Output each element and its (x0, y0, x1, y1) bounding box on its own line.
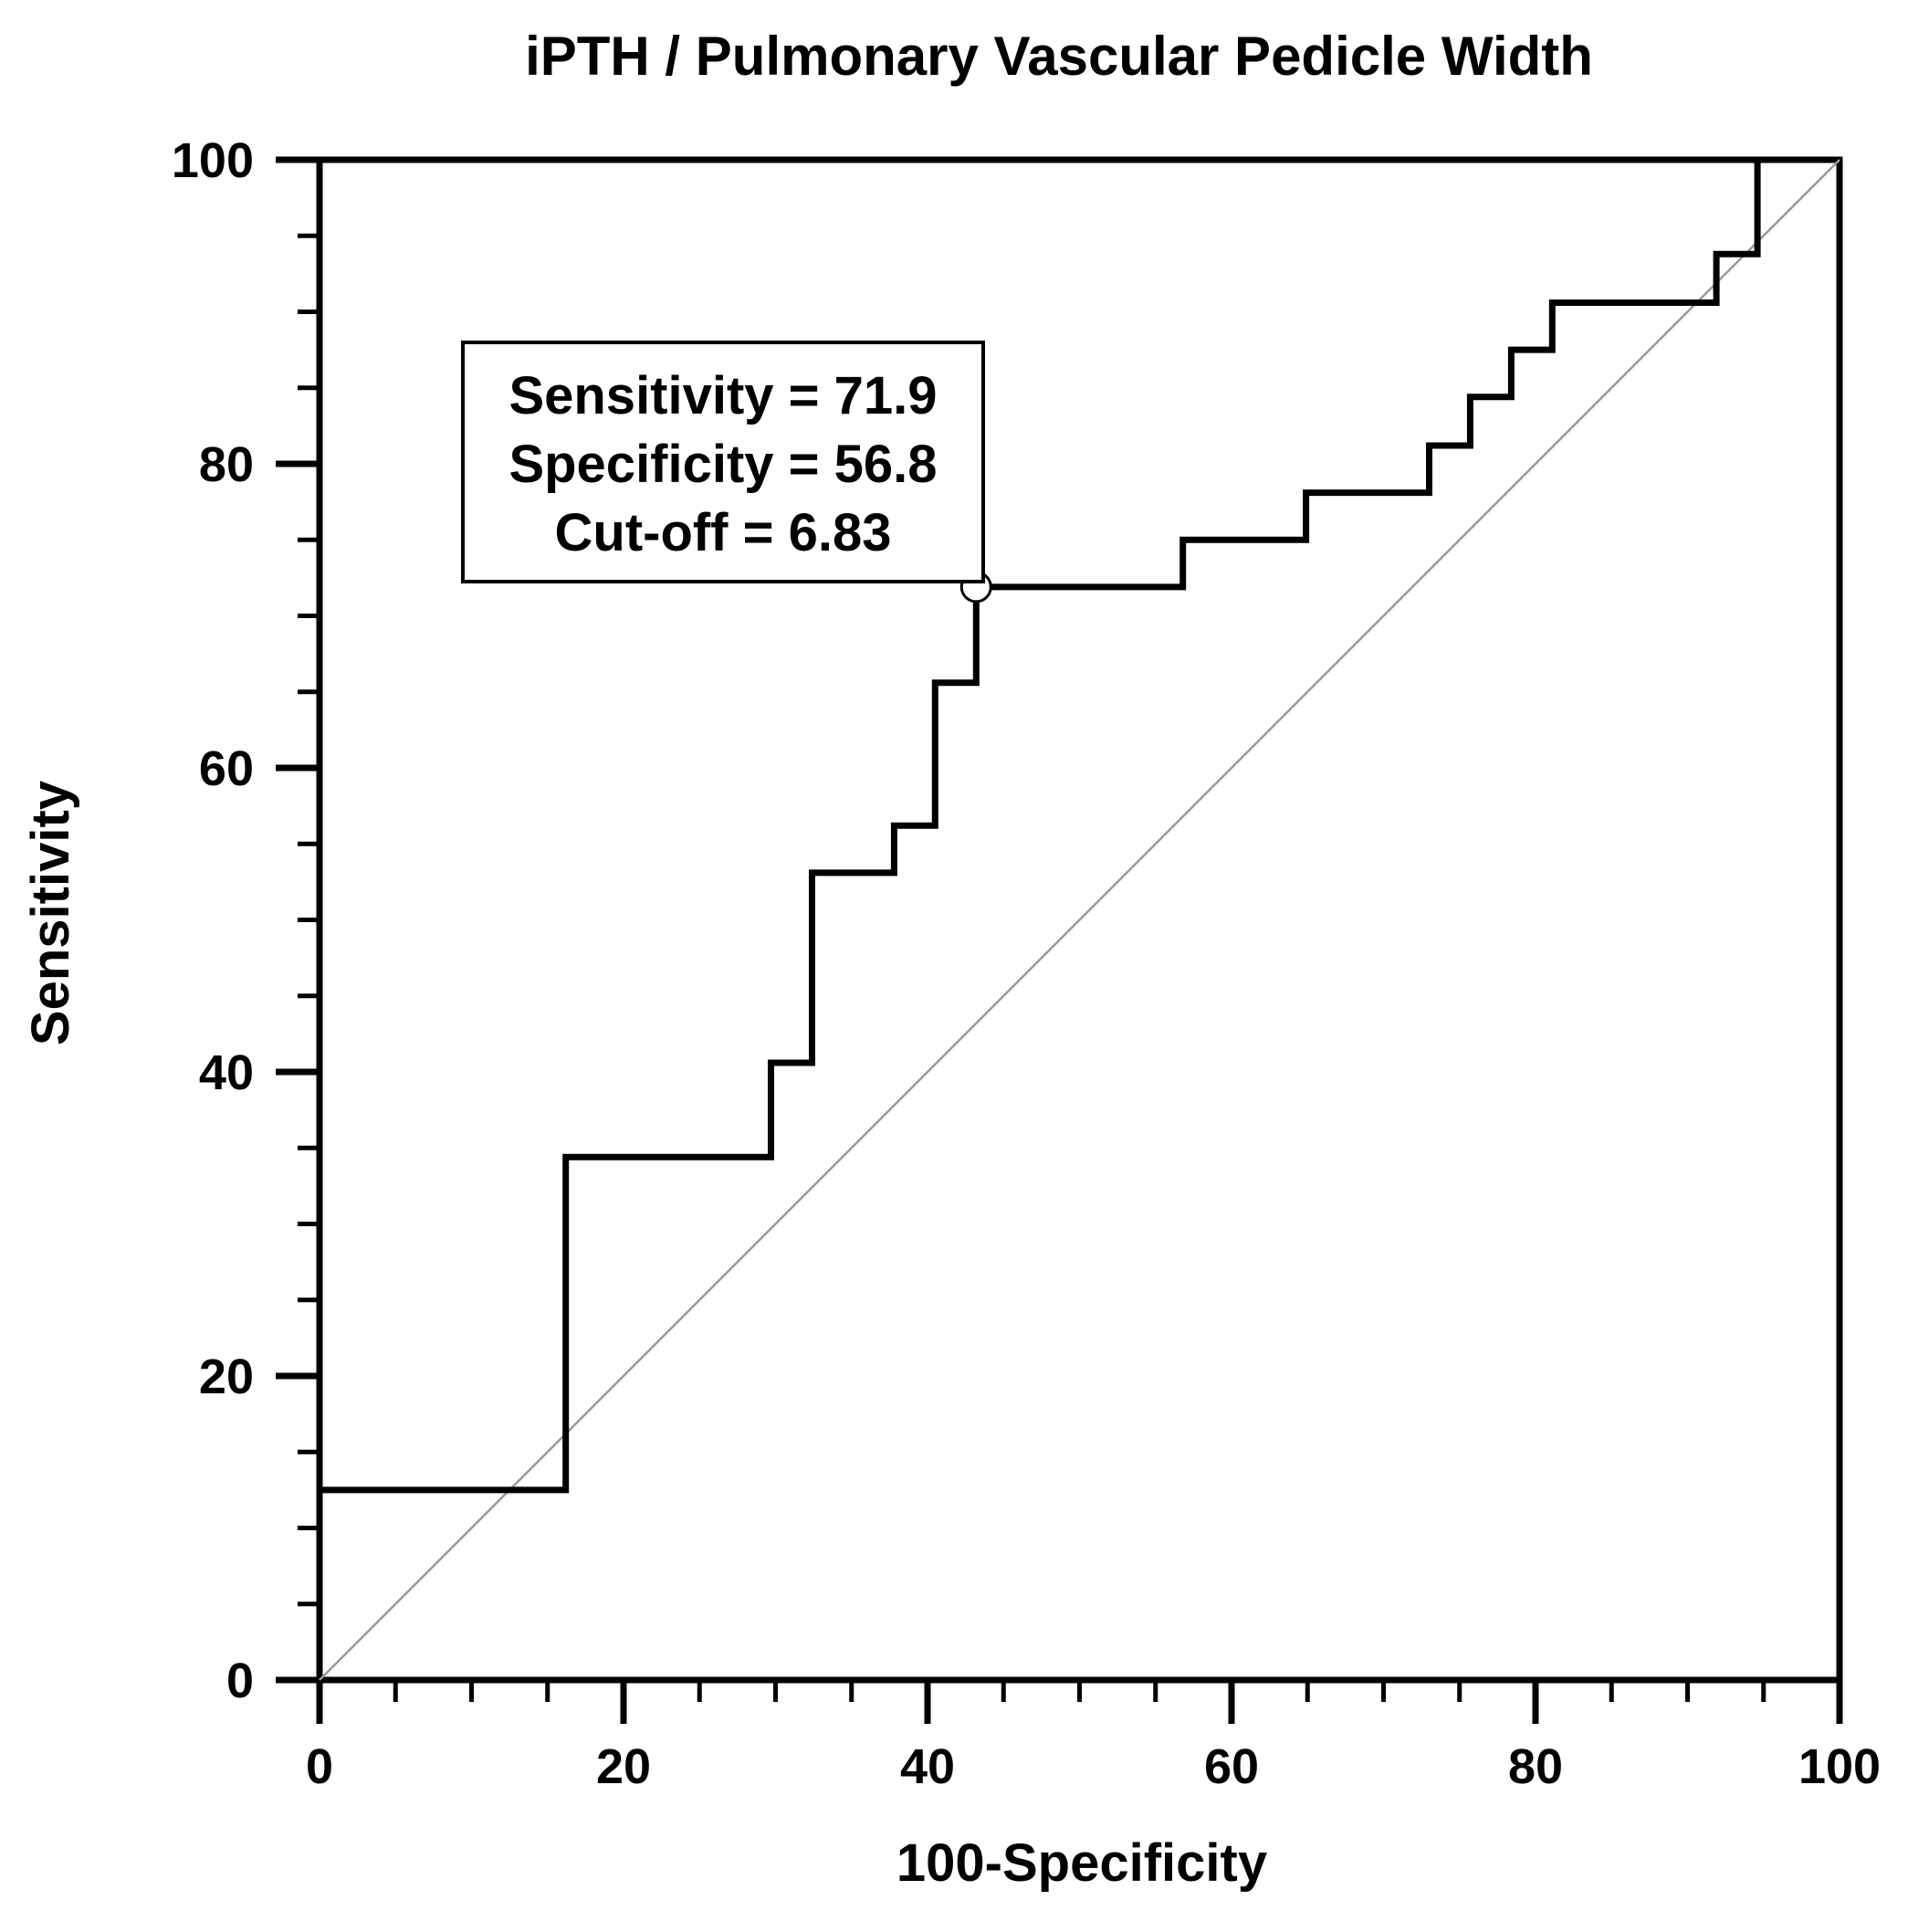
x-tick-label: 20 (596, 1739, 651, 1794)
y-tick-label: 80 (199, 437, 254, 492)
annotation-sensitivity: Sensitivity = 71.9 (508, 366, 937, 425)
x-tick-label: 60 (1204, 1739, 1259, 1794)
annotation-cutoff: Cut-off = 6.83 (555, 503, 892, 562)
axis-ticks (276, 156, 1843, 1724)
annotation-specificity: Specificity = 56.8 (508, 435, 937, 494)
y-axis-title: Sensitivity (21, 781, 80, 1045)
reference-diagonal-line (319, 159, 1840, 1681)
x-tick-label: 0 (306, 1739, 333, 1794)
y-tick-label: 60 (199, 741, 254, 796)
y-tick-label: 0 (226, 1654, 254, 1708)
y-tick-label: 100 (172, 133, 254, 188)
x-axis-title: 100-Specificity (896, 1833, 1267, 1893)
y-tick-label: 40 (199, 1045, 254, 1100)
chart-title: iPTH / Pulmonary Vascular Pedicle Width (525, 26, 1593, 87)
x-tick-label: 100 (1798, 1739, 1881, 1794)
roc-curve-line (320, 160, 1761, 1494)
x-tick-label: 80 (1508, 1739, 1563, 1794)
annotation-frame (461, 341, 985, 583)
x-tick-label: 40 (900, 1739, 955, 1794)
y-tick-label: 20 (199, 1349, 254, 1404)
tick-labels: 0 20 40 60 80 100 0 20 40 60 80 100 (172, 133, 1881, 1794)
annotation-box: Sensitivity = 71.9 Specificity = 56.8 Cu… (461, 341, 985, 583)
